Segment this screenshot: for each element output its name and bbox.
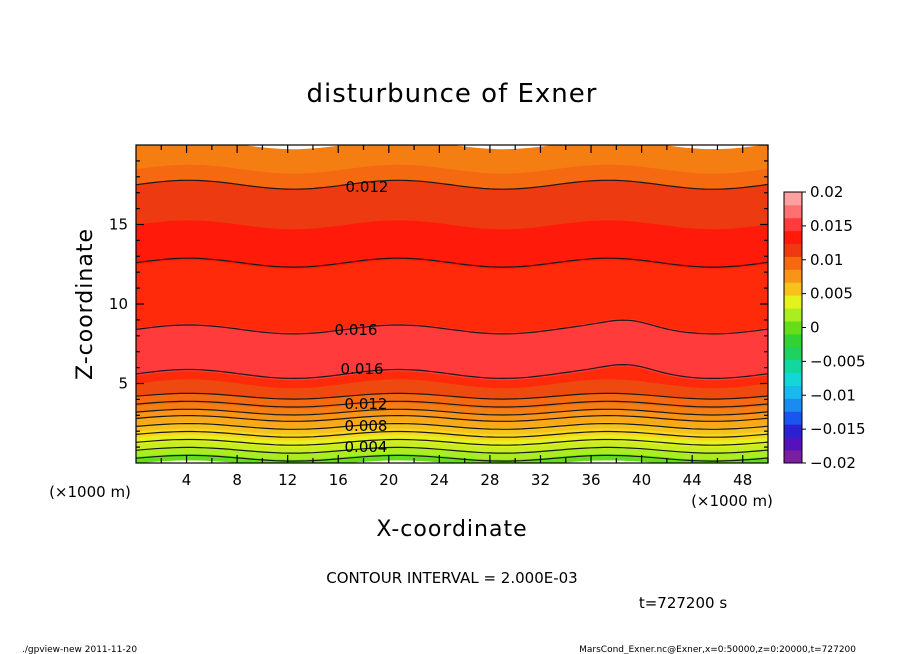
colorbar-swatch (784, 269, 802, 283)
colorbar-swatch (784, 282, 802, 296)
contour-line (136, 454, 768, 462)
contour-label: 0.016 (335, 321, 378, 339)
contour-label: 0.008 (345, 417, 388, 435)
colorbar-tick-label: −0.01 (810, 386, 856, 404)
contour-line (136, 179, 768, 190)
contour-line (136, 430, 768, 438)
colorbar-swatch (784, 243, 802, 257)
contour-line (136, 408, 768, 416)
y-axis: 5 10 15 (109, 160, 768, 448)
colorbar-tick-label: −0.005 (810, 352, 866, 370)
contour-label: 0.012 (345, 395, 388, 413)
contour-label: 0.004 (345, 438, 388, 456)
footer-left: ./gpview-new 2011-11-20 (22, 645, 137, 654)
time-text: t=727200 s (639, 594, 727, 612)
x-axis-title: X-coordinate (376, 517, 527, 542)
contour-interval-text: CONTOUR INTERVAL = 2.000E-03 (326, 569, 577, 587)
colorbar-swatch (784, 411, 802, 425)
colorbar-swatch (784, 372, 802, 386)
contour-label: 0.016 (341, 360, 384, 378)
contour-band (136, 259, 768, 333)
colorbar-tick-label: 0.005 (810, 285, 853, 303)
x-tick-label: 44 (683, 471, 702, 489)
x-tick-label: 40 (632, 471, 651, 489)
colorbar-swatch (784, 385, 802, 399)
x-tick-label: 36 (581, 471, 600, 489)
x-tick-label: 48 (733, 471, 752, 489)
colorbar-swatch (784, 333, 802, 348)
colorbar-swatch (784, 230, 802, 245)
contour-lines (136, 179, 768, 462)
y-tick-label: 10 (109, 295, 128, 313)
x-unit-label-left: (×1000 m) (49, 483, 131, 501)
contour-band (136, 145, 768, 174)
contour-labels: 0.012 0.016 0.016 0.012 0.008 0.004 (335, 178, 389, 456)
x-tick-label: 28 (480, 471, 499, 489)
colorbar-swatch (784, 308, 802, 322)
colorbar-tick-label: 0.015 (810, 217, 853, 235)
colorbar-tick-label: 0 (810, 319, 820, 337)
contour-line (136, 446, 768, 454)
colorbar-swatch (784, 437, 802, 451)
colorbar-swatch (784, 192, 802, 206)
colorbar-swatch (784, 424, 802, 438)
colorbar (784, 192, 802, 464)
footer-right: MarsCond_Exner.nc@Exner,x=0:50000,z=0:20… (579, 645, 856, 654)
contour-line (136, 423, 768, 430)
chart-title: disturbunce of Exner (307, 79, 598, 109)
colorbar-ticks: 0.02 0.015 0.01 0.005 0 −0.005 −0.01 −0.015 −0.0… (802, 183, 866, 472)
contour-line (136, 415, 768, 422)
contour-line (136, 392, 768, 400)
y-axis-title: Z-coordinate (73, 228, 98, 380)
x-tick-label: 24 (430, 471, 449, 489)
x-tick-label: 8 (232, 471, 242, 489)
colorbar-tick-label: −0.02 (810, 454, 856, 472)
colorbar-tick-label: −0.015 (810, 420, 866, 438)
x-tick-label: 12 (278, 471, 297, 489)
colorbar-tick-label: 0.02 (810, 183, 843, 201)
colorbar-swatch (784, 346, 802, 361)
x-tick-label: 20 (379, 471, 398, 489)
y-tick-label: 5 (118, 375, 128, 393)
colorbar-swatch (784, 256, 802, 270)
colorbar-swatch (784, 359, 802, 374)
y-tick-label: 15 (109, 216, 128, 234)
x-tick-label: 4 (182, 471, 192, 489)
x-axis: 4 8 12 16 20 24 28 32 36 40 44 48 (160, 145, 769, 489)
contour-band (136, 180, 768, 230)
colorbar-swatch (784, 398, 802, 412)
colorbar-swatch (784, 321, 802, 335)
colorbar-swatch (784, 204, 802, 219)
colorbar-swatch (784, 295, 802, 309)
colorbar-swatch (784, 450, 802, 464)
contour-line (136, 438, 768, 446)
colorbar-tick-label: 0.01 (810, 251, 843, 269)
contour-line (136, 400, 768, 408)
colorbar-swatch (784, 217, 802, 232)
contour-line (136, 319, 768, 335)
x-tick-label: 32 (531, 471, 550, 489)
x-unit-label-right: (×1000 m) (691, 492, 773, 510)
contour-line (136, 257, 768, 268)
x-tick-label: 16 (329, 471, 348, 489)
contour-label: 0.012 (346, 178, 389, 196)
contour-line (136, 363, 768, 380)
